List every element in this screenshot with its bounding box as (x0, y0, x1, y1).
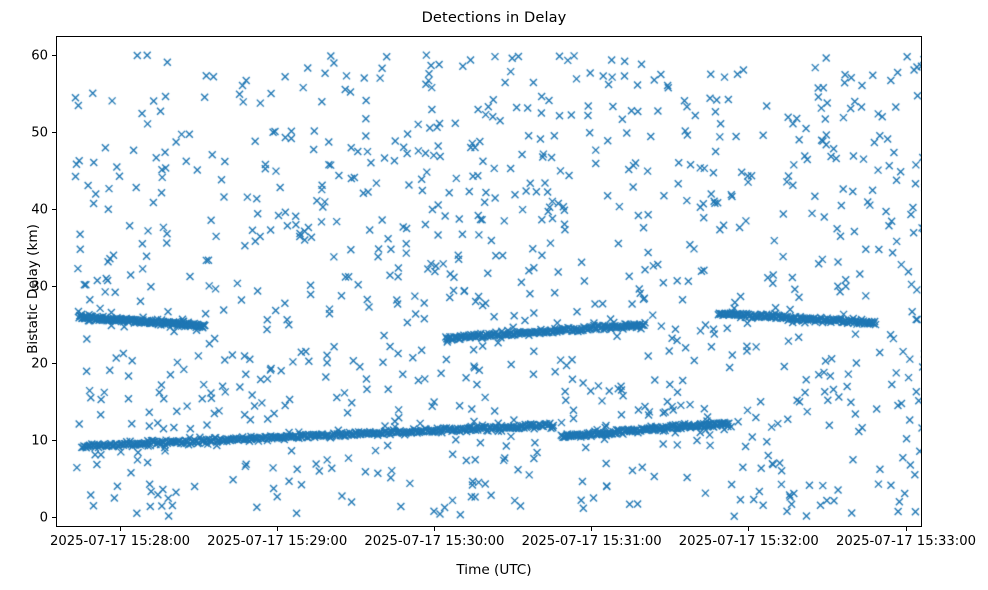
page-title: Detections in Delay (421, 9, 567, 26)
x-axis-label: Time (UTC) (456, 562, 532, 578)
scatter-plot-area (57, 37, 921, 526)
y-axis-label: Bistatic Delay (km) (25, 224, 41, 354)
x-tick-mark (119, 527, 121, 532)
x-tick-label: 2025-07-17 15:31:00 (521, 534, 662, 549)
x-tick-label: 2025-07-17 15:28:00 (49, 534, 191, 549)
y-tick-label: 10 (31, 433, 48, 448)
x-tick-mark (748, 527, 750, 532)
y-tick-label: 0 (39, 510, 48, 525)
y-tick-label: 60 (31, 48, 48, 63)
x-tick-label: 2025-07-17 15:33:00 (835, 534, 977, 549)
y-tick-label: 50 (31, 125, 48, 140)
x-tick-mark (905, 527, 907, 532)
x-tick-label: 2025-07-17 15:29:00 (207, 534, 348, 549)
x-tick-label: 2025-07-17 15:32:00 (678, 534, 819, 549)
x-tick-mark (276, 527, 278, 532)
x-tick-label: 2025-07-17 15:30:00 (364, 534, 505, 549)
x-tick-mark (591, 527, 593, 532)
plot-axes (56, 36, 922, 527)
x-tick-mark (433, 527, 436, 532)
